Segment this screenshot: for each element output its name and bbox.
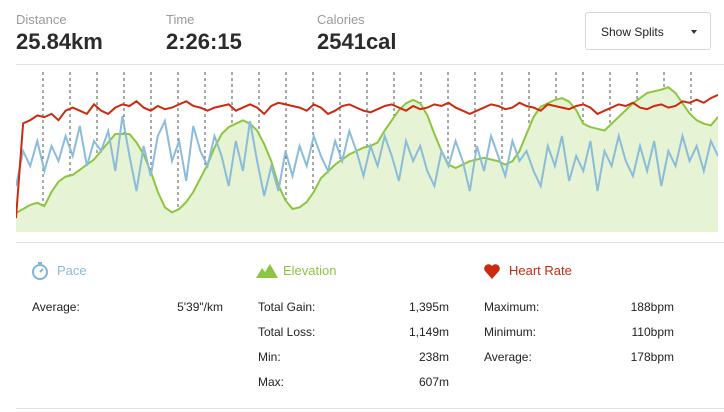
elevation-gain-label: Total Gain: <box>258 300 316 314</box>
pace-line <box>16 115 718 197</box>
elevation-max-value: 607m <box>418 375 449 389</box>
hr-average-label: Average: <box>484 350 532 364</box>
hr-min-value: 110bpm <box>631 325 674 339</box>
elevation-max-label: Max: <box>258 375 285 389</box>
distance-value: 25.84km <box>16 29 103 54</box>
distance-label: Distance <box>16 12 67 27</box>
calories-label: Calories <box>317 12 365 27</box>
calories-value: 2541cal <box>317 29 397 54</box>
show-splits-label: Show Splits <box>601 25 664 39</box>
elevation-loss-value: 1,149m <box>408 325 449 339</box>
elevation-min-label: Min: <box>258 350 281 364</box>
hr-max-label: Maximum: <box>484 300 540 314</box>
elevation-title: Elevation <box>283 263 337 278</box>
elevation-min-value: 238m <box>418 350 449 364</box>
show-splits-dropdown[interactable]: Show Splits <box>585 12 711 50</box>
elevation-gain-value: 1,395m <box>408 300 449 314</box>
elevation-line <box>16 86 718 214</box>
elevation-loss-label: Total Loss: <box>258 325 316 339</box>
pace-title: Pace <box>57 263 87 278</box>
time-value: 2:26:15 <box>166 29 242 54</box>
stopwatch-icon <box>32 262 48 280</box>
stat-distance: Distance 25.84km <box>16 12 103 56</box>
pace-average-value: 5'39"/km <box>177 300 223 314</box>
hr-average-value: 178bpm <box>630 350 674 364</box>
stat-calories: Calories 2541cal <box>317 12 397 56</box>
hr-min-label: Minimum: <box>484 325 537 339</box>
hr-max-value: 188bpm <box>630 300 674 314</box>
activity-chart <box>16 72 718 232</box>
divider <box>16 64 724 65</box>
caret-down-icon <box>691 30 697 34</box>
heart-icon <box>484 264 500 279</box>
heart-rate-title: Heart Rate <box>509 263 572 278</box>
divider <box>16 242 724 243</box>
pace-average-label: Average: <box>32 300 80 314</box>
mountain-icon <box>256 264 278 278</box>
heart-rate-line <box>16 93 718 219</box>
time-label: Time <box>166 12 195 27</box>
divider <box>16 408 724 409</box>
stat-time: Time 2:26:15 <box>166 12 242 56</box>
